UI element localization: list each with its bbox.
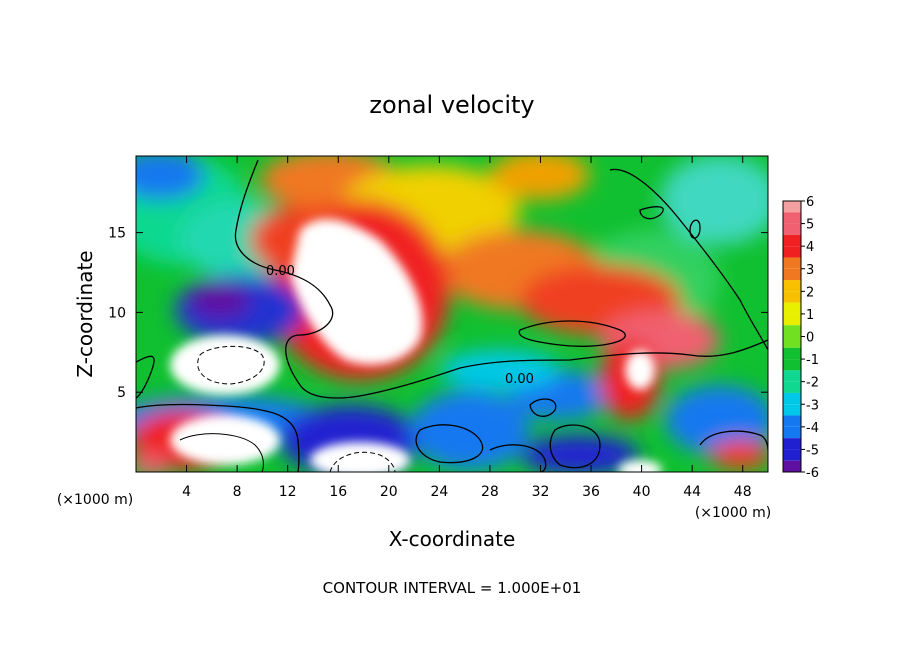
- colorbar-swatch: [783, 302, 801, 314]
- x-tick-label: 32: [532, 484, 550, 500]
- colorbar-swatch: [783, 336, 801, 348]
- colorbar-swatch: [783, 223, 801, 235]
- y-axis-label: Z-coordinate: [73, 250, 97, 377]
- colorbar-swatch: [783, 291, 801, 303]
- colorbar-swatch: [783, 280, 801, 292]
- x-tick-label: 12: [279, 484, 297, 500]
- chart-title: zonal velocity: [369, 91, 534, 119]
- x-tick-label: 20: [380, 484, 398, 500]
- x-axis: 4 8 12 16 20 24 28 32 36 40 44 48: [182, 156, 752, 500]
- x-tick-label: 36: [582, 484, 600, 500]
- y-tick-label: 10: [108, 305, 126, 321]
- contour-interval-note: CONTOUR INTERVAL = 1.000E+01: [323, 579, 582, 597]
- colorbar-label: -2: [806, 376, 819, 391]
- colorbar-label: -3: [806, 398, 819, 413]
- x-unit-left: (×1000 m): [57, 492, 133, 508]
- colorbar-swatch: [783, 234, 801, 247]
- contour-label-1: 0.00: [266, 264, 295, 279]
- colorbar-swatch: [783, 359, 801, 371]
- colorbar-swatch: [783, 381, 801, 393]
- y-tick-label: 5: [117, 385, 126, 401]
- negative-contours: [197, 345, 396, 472]
- plot-frame: [135, 155, 769, 473]
- colorbar-swatch: [783, 347, 801, 360]
- colorbar-swatch: [783, 415, 801, 427]
- x-tick-label: 8: [233, 484, 242, 500]
- colorbar-swatch: [783, 246, 801, 258]
- colorbar-label: -4: [806, 421, 819, 436]
- colorbar-label: -5: [806, 443, 819, 458]
- x-tick-label: 28: [481, 484, 499, 500]
- colorbar-label: 5: [806, 218, 814, 233]
- colorbar-label: 3: [806, 263, 814, 278]
- colorbar-swatch: [783, 460, 801, 472]
- colorbar-swatch: [783, 392, 801, 405]
- colorbar-swatch: [783, 370, 801, 382]
- colorbar-swatch: [783, 449, 801, 461]
- x-tick-label: 48: [734, 484, 752, 500]
- colorbar-swatch: [783, 313, 801, 326]
- colorbar-label: 4: [806, 240, 814, 255]
- plot-area: 0.00 0.00: [136, 156, 768, 472]
- colorbar: 6 5 4 3 2 1 0 -1 -2 -3 -4 -5 -6: [782, 195, 819, 481]
- colorbar-swatch: [783, 268, 801, 281]
- colorbar-swatch: [783, 325, 801, 337]
- x-tick-label: 4: [182, 484, 191, 500]
- x-unit-right: (×1000 m): [695, 505, 771, 521]
- inner-contours: [179, 433, 264, 472]
- x-tick-label: 40: [633, 484, 651, 500]
- colorbar-swatch: [783, 257, 801, 269]
- colorbar-label: -1: [806, 353, 819, 368]
- x-tick-label: 44: [683, 484, 701, 500]
- colorbar-label: 6: [806, 195, 814, 210]
- colorbar-label: 2: [806, 285, 814, 300]
- colorbar-swatch: [783, 201, 801, 213]
- colorbar-label: -6: [806, 466, 819, 481]
- x-axis-label: X-coordinate: [389, 527, 516, 551]
- x-tick-label: 16: [329, 484, 347, 500]
- colorbar-swatch: [783, 212, 801, 224]
- colorbar-label: 1: [806, 308, 814, 323]
- colorbar-swatch: [783, 426, 801, 439]
- colorbar-swatch: [783, 438, 801, 450]
- x-tick-label: 24: [430, 484, 448, 500]
- colorbar-swatch: [783, 404, 801, 416]
- colorbar-label: 0: [806, 331, 814, 346]
- y-tick-label: 15: [108, 226, 126, 242]
- y-axis: 5 10 15: [108, 226, 768, 401]
- contour-label-2: 0.00: [505, 372, 534, 387]
